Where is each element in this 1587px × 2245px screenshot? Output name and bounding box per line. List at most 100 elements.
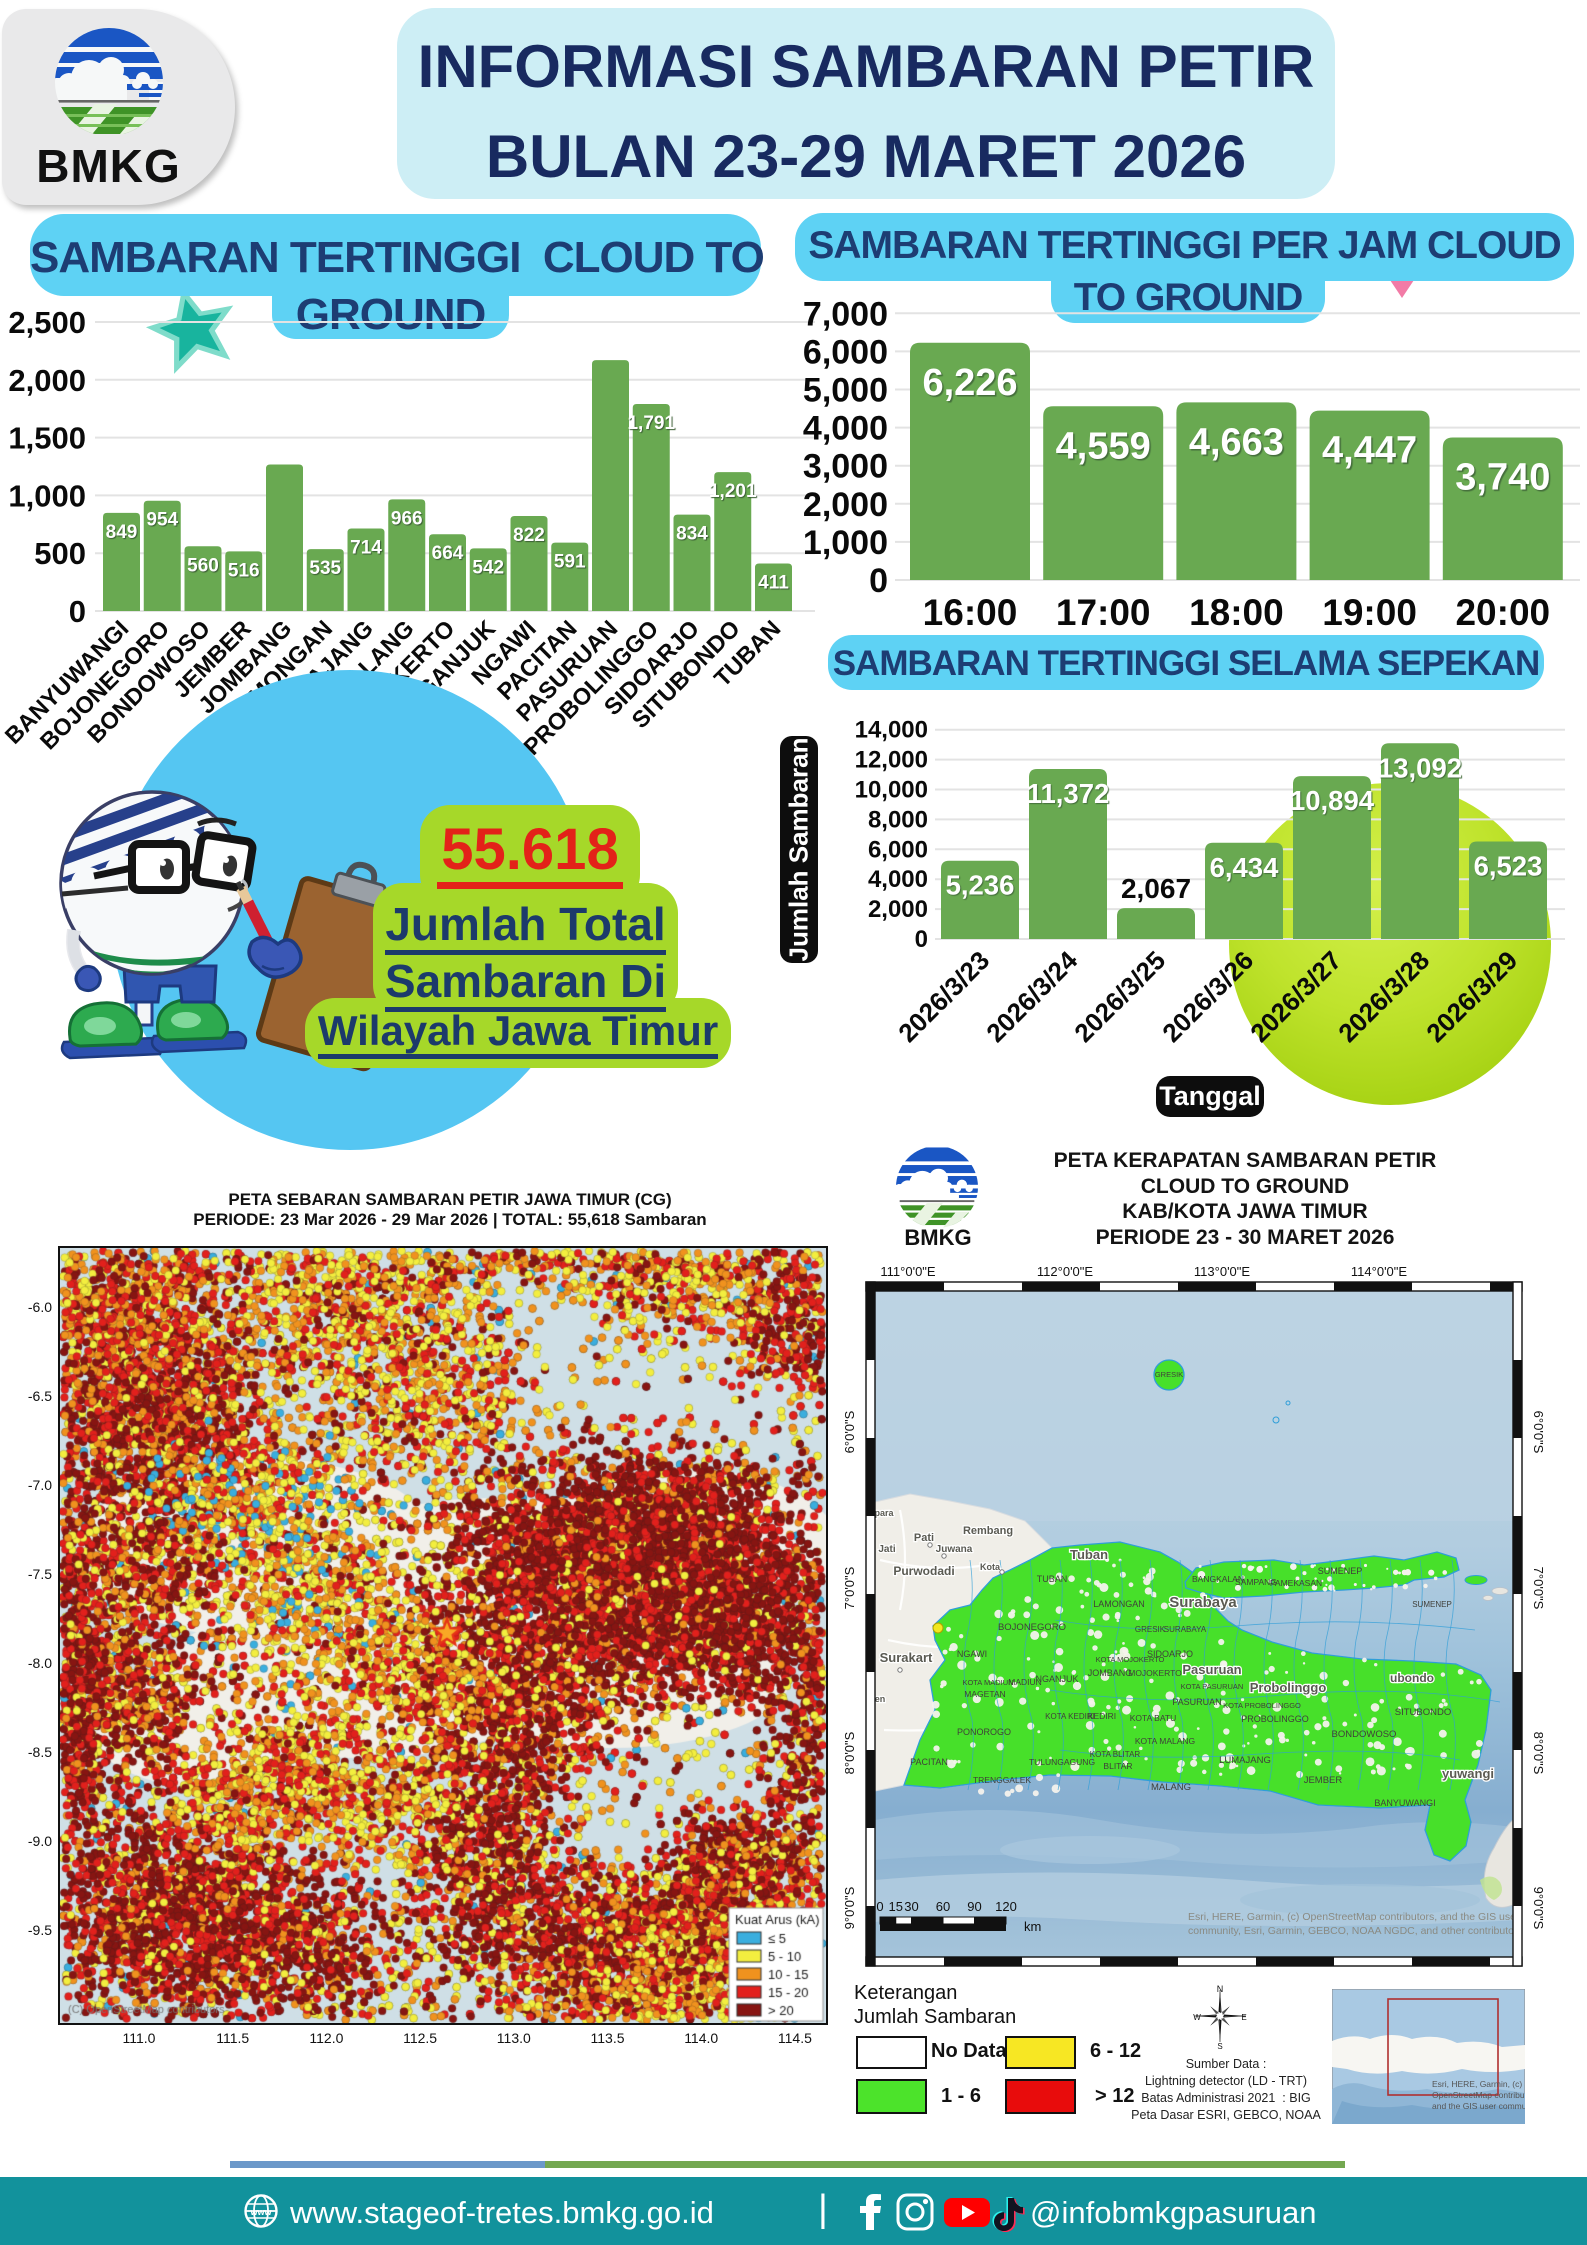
svg-text:OpenStreetMap contributors,: OpenStreetMap contributors, (1432, 2090, 1525, 2100)
svg-text:PASURUAN: PASURUAN (1172, 1697, 1221, 1707)
svg-text:1,000: 1,000 (8, 478, 86, 513)
svg-text:en: en (875, 1694, 886, 1704)
svg-text:17:00: 17:00 (1056, 592, 1151, 633)
svg-text:120: 120 (995, 1899, 1017, 1914)
svg-text:2,500: 2,500 (8, 305, 86, 340)
svg-text:0: 0 (915, 926, 928, 953)
svg-text:16:00: 16:00 (923, 592, 1018, 633)
svg-text:community, Esri, Garmin, GEBCO: community, Esri, Garmin, GEBCO, NOAA NGD… (1188, 1925, 1523, 1937)
svg-text:8,000: 8,000 (868, 806, 928, 833)
svg-text:3,000: 3,000 (803, 448, 888, 486)
svg-text:SITUBONDO: SITUBONDO (1395, 1707, 1451, 1718)
svg-text:km: km (1024, 1919, 1041, 1934)
svg-text:560: 560 (187, 555, 219, 576)
svg-text:LUMAJANG: LUMAJANG (1219, 1755, 1271, 1766)
svg-text:6,000: 6,000 (868, 836, 928, 863)
svg-text:1,500: 1,500 (8, 421, 86, 456)
svg-text:10,000: 10,000 (855, 777, 928, 804)
svg-text:12,000: 12,000 (855, 747, 928, 774)
svg-text:MALANG: MALANG (1151, 1782, 1191, 1793)
svg-text:6°0'0"S: 6°0'0"S (1531, 1411, 1546, 1454)
svg-text:90: 90 (967, 1899, 981, 1914)
svg-text:Esri, HERE, Garmin, (c): Esri, HERE, Garmin, (c) (1432, 2079, 1522, 2089)
svg-text:114°0'0"E: 114°0'0"E (1351, 1264, 1407, 1279)
svg-text:KEDIRI: KEDIRI (1088, 1711, 1116, 1721)
svg-text:Juwana: Juwana (936, 1544, 973, 1555)
svg-text:2026/3/29: 2026/3/29 (1420, 945, 1523, 1048)
svg-text:18:00: 18:00 (1189, 592, 1284, 633)
svg-text:KOTA PROBOLINGGO: KOTA PROBOLINGGO (1223, 1701, 1301, 1710)
svg-text:5,000: 5,000 (803, 372, 888, 410)
svg-text:Kota: Kota (980, 1562, 1001, 1572)
svg-text:542: 542 (472, 557, 504, 578)
svg-text:GRESIK: GRESIK (1135, 1625, 1166, 1634)
svg-text:2,067: 2,067 (1121, 873, 1191, 904)
svg-text:500: 500 (34, 536, 86, 571)
svg-text:6°0'0"S: 6°0'0"S (842, 1410, 857, 1453)
svg-text:20:00: 20:00 (1455, 592, 1550, 633)
svg-text:Jati: Jati (878, 1544, 895, 1555)
svg-text:SIDOARJO: SIDOARJO (1147, 1649, 1193, 1659)
svg-text:15: 15 (889, 1899, 903, 1914)
svg-text:10,894: 10,894 (1290, 785, 1375, 816)
svg-text:11,372: 11,372 (1027, 778, 1110, 809)
svg-text:7°0'0"S: 7°0'0"S (1531, 1567, 1546, 1610)
svg-text:2026/3/24: 2026/3/24 (980, 945, 1083, 1048)
svg-text:Tuban: Tuban (1070, 1547, 1108, 1562)
svg-text:KOTA PASURUAN: KOTA PASURUAN (1181, 1682, 1244, 1691)
svg-text:SAMPANG: SAMPANG (1235, 1577, 1277, 1587)
svg-text:2026/3/27: 2026/3/27 (1244, 945, 1347, 1048)
svg-text:2,000: 2,000 (803, 486, 888, 524)
svg-text:516: 516 (228, 560, 260, 581)
svg-text:714: 714 (350, 537, 382, 558)
svg-text:9°0'0"S: 9°0'0"S (1531, 1887, 1546, 1930)
svg-text:W: W (1193, 2013, 1201, 2022)
svg-text:954: 954 (146, 510, 178, 531)
svg-text:113°0'0"E: 113°0'0"E (1194, 1264, 1250, 1279)
svg-text:Probolinggo: Probolinggo (1250, 1680, 1327, 1695)
svg-text:MADIUN: MADIUN (1008, 1677, 1042, 1687)
svg-text:60: 60 (936, 1899, 950, 1914)
svg-text:30: 30 (904, 1899, 918, 1914)
svg-text:SURABAYA: SURABAYA (1164, 1625, 1207, 1634)
svg-text:TUBAN: TUBAN (1037, 1574, 1068, 1584)
svg-text:1,791: 1,791 (627, 413, 675, 434)
svg-text:411: 411 (758, 572, 789, 593)
svg-text:PONOROGO: PONOROGO (957, 1727, 1011, 1737)
svg-text:13,092: 13,092 (1378, 752, 1462, 783)
svg-text:Purwodadi: Purwodadi (893, 1564, 954, 1578)
svg-text:2,000: 2,000 (868, 896, 928, 923)
svg-text:NGANJUK: NGANJUK (1035, 1674, 1078, 1684)
svg-text:7,000: 7,000 (803, 300, 888, 333)
svg-text:966: 966 (391, 508, 423, 529)
svg-text:6,000: 6,000 (803, 333, 888, 371)
svg-text:S: S (1217, 2042, 1222, 2051)
svg-text:8°0'0"S: 8°0'0"S (1531, 1732, 1546, 1775)
svg-text:BANGKALAN: BANGKALAN (1192, 1574, 1244, 1584)
svg-text:2026/3/28: 2026/3/28 (1332, 945, 1435, 1048)
svg-text:KOTA MADIUN: KOTA MADIUN (962, 1678, 1013, 1687)
svg-text:BANYUWANGI: BANYUWANGI (1374, 1798, 1435, 1808)
svg-text:ubondo: ubondo (1390, 1671, 1434, 1685)
svg-text:TRENGGALEK: TRENGGALEK (973, 1775, 1031, 1785)
svg-text:LAMONGAN: LAMONGAN (1093, 1599, 1145, 1609)
svg-text:SUMENEP: SUMENEP (1318, 1566, 1363, 1576)
svg-text:KOTA MALANG: KOTA MALANG (1135, 1736, 1195, 1746)
svg-text:0: 0 (69, 594, 86, 629)
svg-text:4,559: 4,559 (1056, 425, 1151, 467)
svg-text:N: N (1217, 1984, 1224, 1994)
svg-text:PAMEKASAN: PAMEKASAN (1270, 1578, 1322, 1588)
svg-text:8°0'0"S: 8°0'0"S (842, 1731, 857, 1774)
svg-text:Pati: Pati (914, 1532, 934, 1544)
svg-text:2026/3/23: 2026/3/23 (892, 945, 995, 1048)
svg-text:4,000: 4,000 (803, 410, 888, 448)
svg-text:BONDOWOSO: BONDOWOSO (1332, 1729, 1397, 1740)
svg-text:1,000: 1,000 (803, 524, 888, 562)
svg-text:para: para (874, 1508, 894, 1518)
svg-text:5,236: 5,236 (946, 870, 1015, 901)
svg-text:GRESIK: GRESIK (1155, 1370, 1183, 1379)
svg-text:9°0'0"S: 9°0'0"S (842, 1886, 857, 1929)
svg-text:www: www (249, 2207, 272, 2217)
svg-text:NGAWI: NGAWI (957, 1649, 987, 1659)
svg-text:834: 834 (676, 524, 708, 545)
